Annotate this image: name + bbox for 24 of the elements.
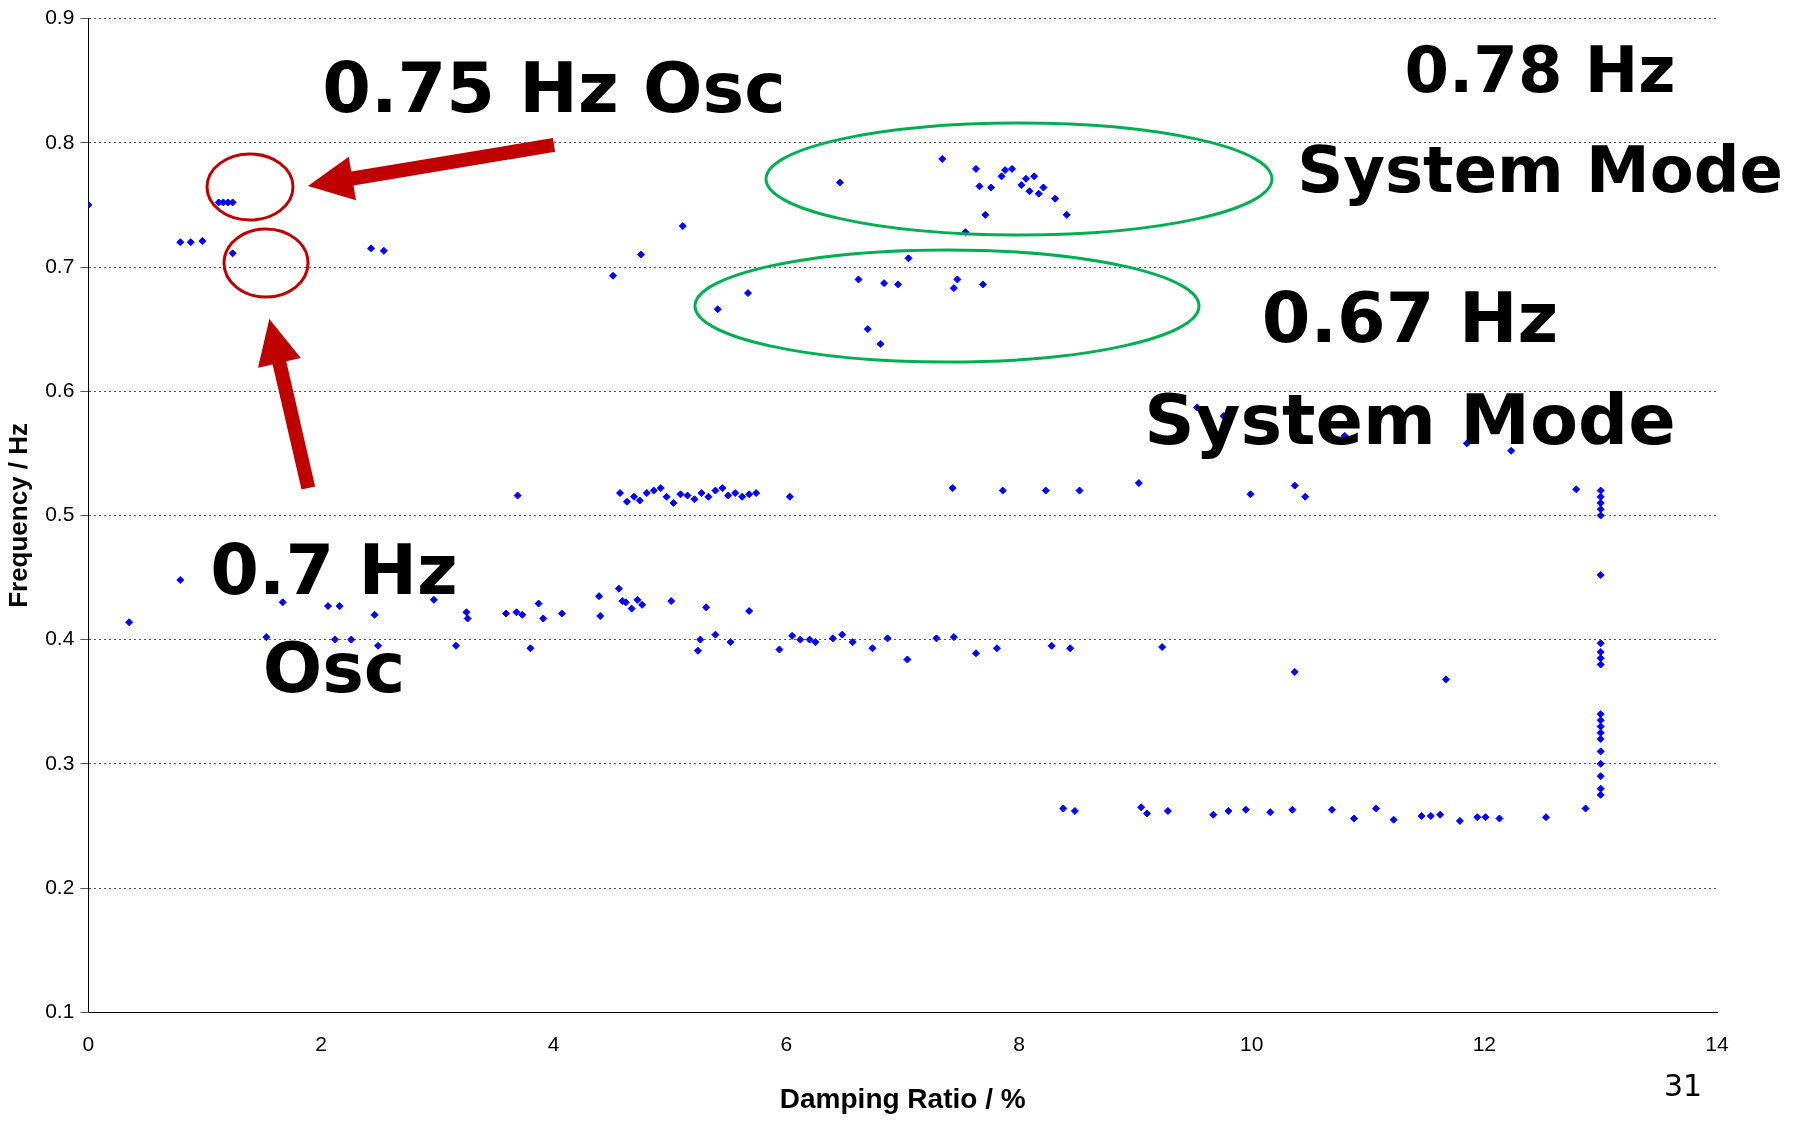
y-tick-label: 0.8	[45, 129, 75, 153]
x-tick-label: 6	[780, 1031, 793, 1055]
y-tick-label: 0.6	[45, 378, 75, 401]
x-tick-label: 4	[547, 1031, 560, 1055]
annotation: 0.75 Hz Osc	[322, 47, 786, 129]
x-tick-label: 2	[315, 1031, 327, 1055]
y-axis-title: Frequency / Hz	[2, 422, 33, 608]
x-axis-title: Damping Ratio / %	[779, 1082, 1026, 1114]
x-tick-label: 8	[1013, 1031, 1025, 1055]
y-tick-label: 0.1	[45, 999, 75, 1022]
y-tick-label: 0.4	[45, 626, 75, 650]
y-tick-label: 0.9	[45, 5, 75, 29]
text: 31	[1663, 1068, 1703, 1103]
y-tick-label: 0.2	[45, 874, 75, 898]
x-tick-label: 14	[1705, 1031, 1729, 1055]
y-tick-label: 0.3	[45, 750, 75, 774]
y-tick-label: 0.7	[45, 253, 75, 277]
x-tick-label: 10	[1240, 1031, 1264, 1055]
annotation: 0.67 Hz System Mode	[1144, 277, 1676, 461]
annotation: 0.7 Hz Osc	[210, 529, 458, 709]
y-tick-label: 0.5	[45, 502, 75, 526]
x-tick-label: 12	[1472, 1031, 1497, 1055]
x-tick-label: 0	[82, 1031, 95, 1055]
annotation: 0.78 Hz System Mode	[1297, 33, 1783, 207]
